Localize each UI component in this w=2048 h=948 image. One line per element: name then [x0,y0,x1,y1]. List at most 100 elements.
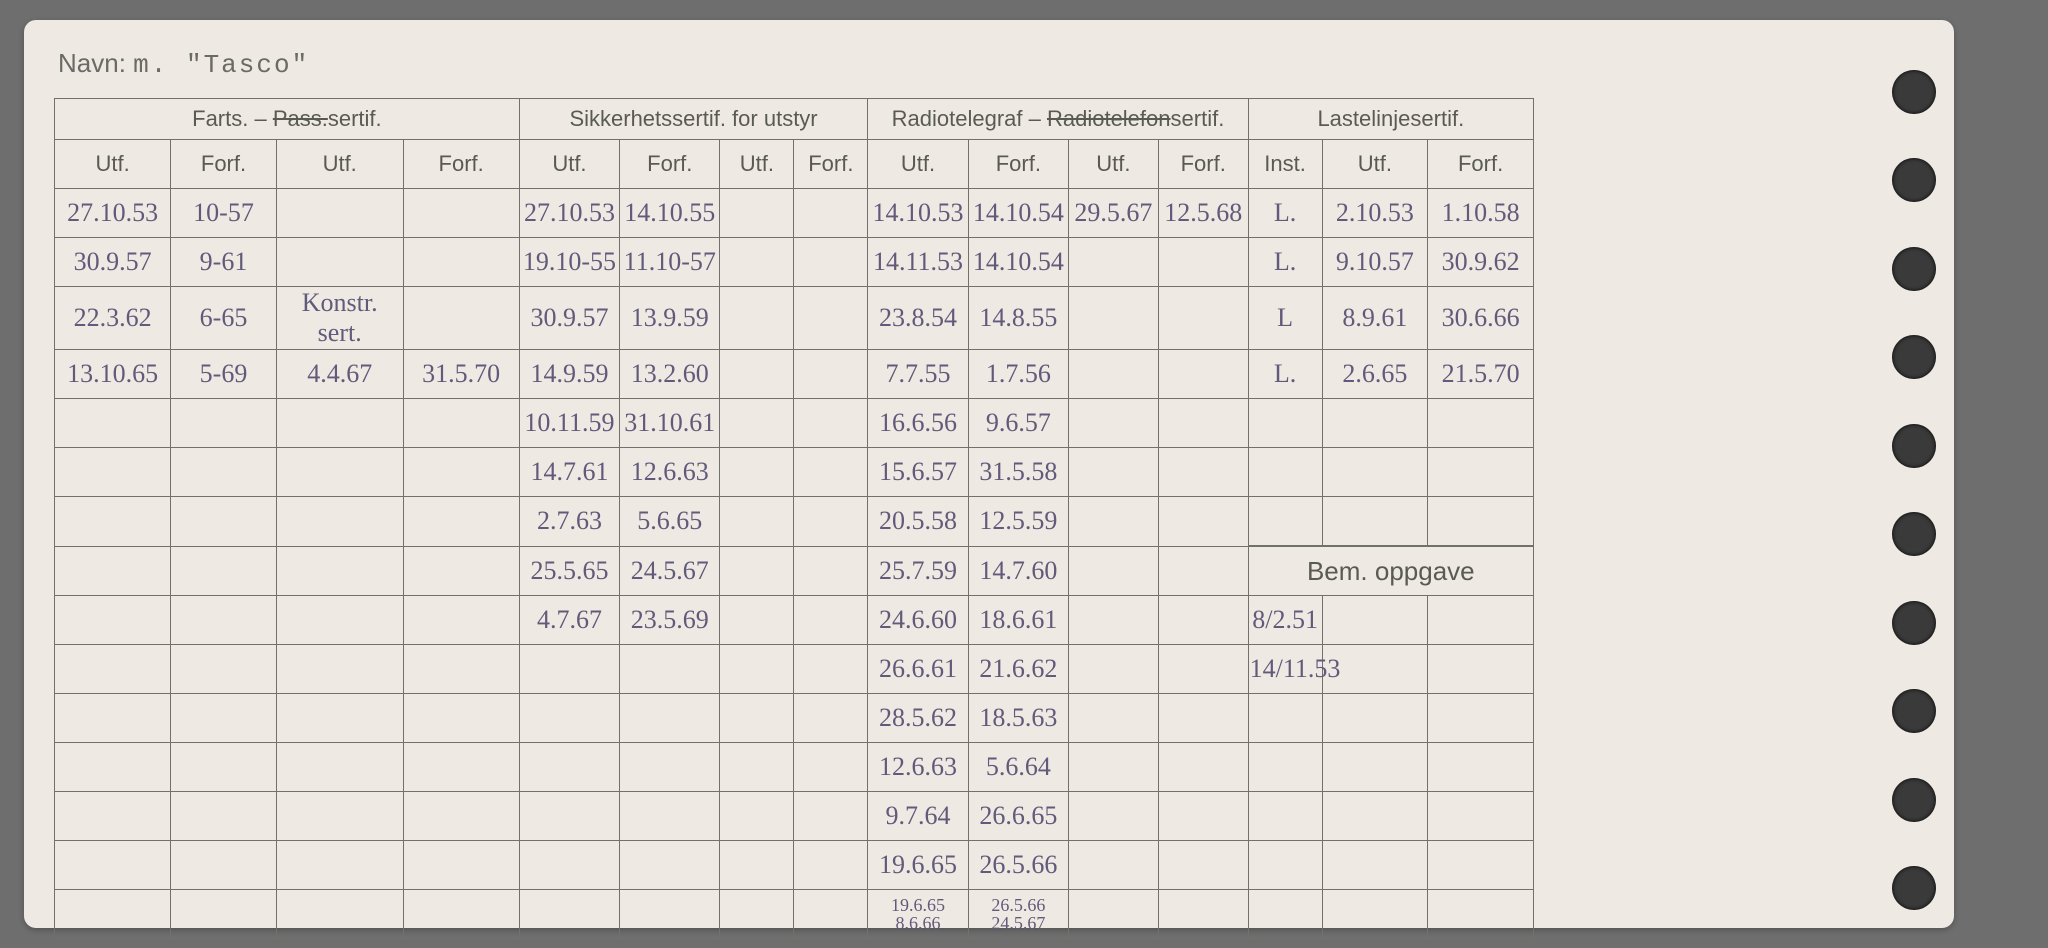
cell-farts [171,841,277,890]
cell-radio: 18.6.61 [968,596,1068,645]
index-card: Navn: m. "Tasco" Farts. – Pass.sertif. S… [24,20,1954,928]
cell-last [1322,399,1428,448]
hole-icon [1892,601,1936,645]
cell-bem [1248,694,1322,743]
cell-farts [171,448,277,497]
table-body: 27.10.5310-5727.10.5314.10.5514.10.5314.… [55,189,1534,939]
cell-radio: 15.6.57 [868,448,968,497]
cell-bem [1322,645,1428,694]
cell-last [1248,448,1322,497]
col-forf: Forf. [968,140,1068,189]
cell-radio [1158,694,1248,743]
cell-farts [276,841,403,890]
cell-farts: 5-69 [171,350,277,399]
cell-radio: 14.8.55 [968,287,1068,350]
cell-farts [403,448,519,497]
cell-bem: 14/11.53 [1248,645,1322,694]
cell-radio: 7.7.55 [868,350,968,399]
table-row: 28.5.6218.5.63 [55,694,1534,743]
cell-radio: 26.5.66 [968,841,1068,890]
cell-farts [55,645,171,694]
cell-sikk: 27.10.53 [519,189,619,238]
cell-sikk [794,238,868,287]
cell-sikk [519,645,619,694]
cell-radio: 14.11.53 [868,238,968,287]
cell-farts [55,890,171,939]
cell-sikk [794,792,868,841]
cell-radio [1158,448,1248,497]
cell-radio: 9.6.57 [968,399,1068,448]
cell-sikk [794,399,868,448]
cell-sikk [720,841,794,890]
cell-radio [1158,546,1248,596]
cell-radio [1158,743,1248,792]
cell-farts [403,645,519,694]
cell-bem [1428,596,1534,645]
cell-radio: 20.5.58 [868,497,968,547]
cell-farts [403,694,519,743]
cell-farts [403,596,519,645]
cell-radio [1158,841,1248,890]
cell-farts [403,546,519,596]
col-utf: Utf. [720,140,794,189]
cell-radio [1069,399,1159,448]
cell-sikk [720,694,794,743]
col-utf: Utf. [276,140,403,189]
cell-radio [1069,841,1159,890]
cell-sikk [794,350,868,399]
cell-sikk: 14.9.59 [519,350,619,399]
cell-radio: 19.6.658.6.66 [868,890,968,939]
cell-sikk [720,287,794,350]
cell-farts [276,645,403,694]
col-utf: Utf. [55,140,171,189]
cell-sikk [794,841,868,890]
cell-farts [403,238,519,287]
cell-sikk [720,350,794,399]
hole-icon [1892,335,1936,379]
cell-last: 21.5.70 [1428,350,1534,399]
cell-radio [1158,792,1248,841]
binder-holes [1892,70,1936,910]
cell-farts [55,596,171,645]
cell-last [1428,399,1534,448]
cell-farts [276,890,403,939]
table-row: 30.9.579-6119.10-5511.10-5714.11.5314.10… [55,238,1534,287]
cell-bem [1248,792,1322,841]
cell-bem [1322,694,1428,743]
cell-radio [1069,448,1159,497]
form-area: Navn: m. "Tasco" Farts. – Pass.sertif. S… [54,42,1534,902]
cell-farts: 22.3.62 [55,287,171,350]
cell-radio: 19.6.65 [868,841,968,890]
cell-radio [1069,350,1159,399]
cell-sikk [620,694,720,743]
cell-last [1248,497,1322,547]
cell-radio [1158,890,1248,939]
cell-last [1248,399,1322,448]
col-utf: Utf. [868,140,968,189]
cell-radio: 5.6.64 [968,743,1068,792]
table-row: 4.7.6723.5.6924.6.6018.6.618/2.51 [55,596,1534,645]
cell-farts [276,189,403,238]
table-row: 26.6.6121.6.6214/11.53 [55,645,1534,694]
cell-farts [171,743,277,792]
cell-radio: 31.5.58 [968,448,1068,497]
table-row: 13.10.655-694.4.6731.5.7014.9.5913.2.607… [55,350,1534,399]
cell-radio: 26.5.6624.5.67 [968,890,1068,939]
cell-radio: 29.5.67 [1069,189,1159,238]
cell-sikk: 11.10-57 [620,238,720,287]
cell-radio: 24.6.60 [868,596,968,645]
cell-radio [1069,497,1159,547]
cell-radio [1069,596,1159,645]
table-row: 14.7.6112.6.6315.6.5731.5.58 [55,448,1534,497]
cell-bem [1248,841,1322,890]
cell-radio: 1.7.56 [968,350,1068,399]
cell-bem [1322,743,1428,792]
col-forf: Forf. [171,140,277,189]
cell-bem [1428,792,1534,841]
cell-last: 2.10.53 [1322,189,1428,238]
table-row: 25.5.6524.5.6725.7.5914.7.60Bem. oppgave [55,546,1534,596]
cell-farts [171,596,277,645]
cell-sikk [720,546,794,596]
cell-farts [403,189,519,238]
cell-sikk [620,645,720,694]
